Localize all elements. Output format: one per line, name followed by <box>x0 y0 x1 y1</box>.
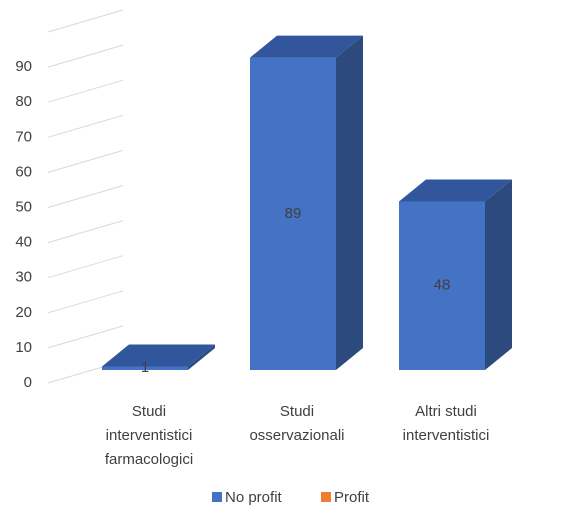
x-tick-label: Altri studi <box>415 403 477 420</box>
y-tick-label: 60 <box>15 163 32 180</box>
bar-front <box>399 201 485 370</box>
y-tick-label: 40 <box>15 234 32 251</box>
grid-line <box>47 79 124 103</box>
legend-label: Profit <box>334 489 370 506</box>
legend-label: No profit <box>225 489 283 506</box>
grid-line <box>47 290 124 314</box>
bar-side <box>188 344 215 370</box>
bar-front <box>102 366 188 370</box>
y-tick-label: 80 <box>15 93 32 110</box>
y-tick-label: 50 <box>15 198 32 215</box>
x-tick-label: Studi <box>132 403 166 420</box>
grid-line <box>47 44 124 68</box>
y-tick-label: 30 <box>15 269 32 286</box>
grid-line <box>47 255 124 279</box>
data-label: 1 <box>141 359 149 376</box>
y-tick-label: 70 <box>15 128 32 145</box>
grid-line <box>47 325 124 349</box>
data-label: 89 <box>285 205 302 222</box>
y-tick-label: 20 <box>15 304 32 321</box>
bar-side <box>336 35 363 371</box>
grid-line <box>47 149 124 173</box>
x-tick-label: interventistici <box>403 427 490 444</box>
y-tick-label: 90 <box>15 58 32 75</box>
bar-top <box>399 179 512 202</box>
bar-side <box>485 179 512 370</box>
x-tick-label: farmacologici <box>105 451 193 468</box>
x-tick-label: osservazionali <box>249 427 344 444</box>
legend-swatch <box>321 492 331 502</box>
bar-top <box>102 344 215 367</box>
grid-line <box>47 114 124 138</box>
grid-line <box>47 220 124 244</box>
x-tick-label: Studi <box>280 403 314 420</box>
bar-front <box>250 57 336 371</box>
y-tick-label: 0 <box>24 374 32 391</box>
legend-swatch <box>212 492 222 502</box>
grid-line <box>47 9 124 33</box>
data-label: 48 <box>434 277 451 294</box>
x-tick-label: interventistici <box>106 427 193 444</box>
grid-line <box>47 185 124 208</box>
y-tick-label: 10 <box>15 339 32 356</box>
bar-top <box>250 35 363 58</box>
